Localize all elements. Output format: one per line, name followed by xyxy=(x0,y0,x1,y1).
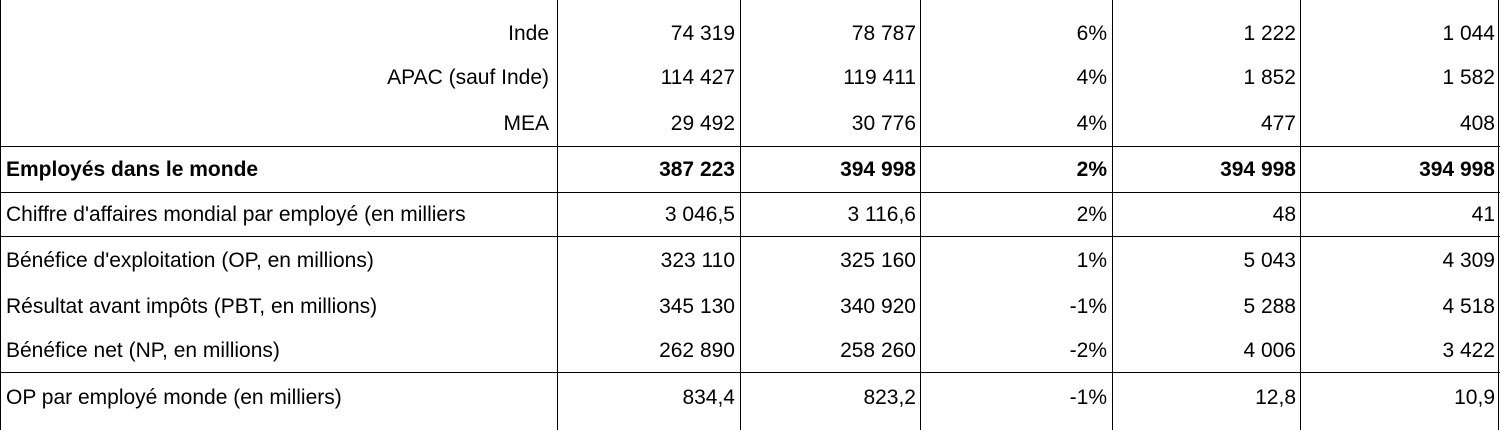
row-label[interactable]: Chiffre d'affaires mondial par employé (… xyxy=(6,202,466,226)
grid-line-vertical xyxy=(557,0,558,430)
table-cell[interactable]: 1 222 xyxy=(1243,21,1296,45)
table-cell[interactable]: 2% xyxy=(1076,202,1107,226)
row-label[interactable]: MEA xyxy=(503,111,549,135)
grid-line-vertical xyxy=(740,0,741,430)
grid-line-horizontal xyxy=(0,146,1500,147)
table-cell[interactable]: 78 787 xyxy=(851,21,916,45)
table-row: Résultat avant impôts (PBT, en millions)… xyxy=(0,284,1500,328)
table-cell[interactable]: 834,4 xyxy=(682,385,735,409)
table-cell[interactable]: 4% xyxy=(1076,111,1107,135)
row-label[interactable]: OP par employé monde (en milliers) xyxy=(6,385,342,409)
table-row: Bénéfice d'exploitation (OP, en millions… xyxy=(0,236,1500,284)
grid-line-vertical xyxy=(1112,0,1113,430)
table-cell[interactable]: 1 044 xyxy=(1442,21,1495,45)
table-row: Inde 74 319 78 787 6% 1 222 1 044 xyxy=(0,12,1500,54)
table-cell[interactable]: 477 xyxy=(1260,111,1296,135)
table-row: APAC (sauf Inde) 114 427 119 411 4% 1 85… xyxy=(0,54,1500,100)
table-cell[interactable]: 29 492 xyxy=(670,111,735,135)
table-cell[interactable]: 2% xyxy=(1076,157,1107,181)
table-cell[interactable]: 262 890 xyxy=(659,338,735,362)
table-cell[interactable]: 30 776 xyxy=(851,111,916,135)
table-cell[interactable]: -1% xyxy=(1069,294,1107,318)
row-label[interactable]: Employés dans le monde xyxy=(6,157,259,181)
table-cell[interactable]: 345 130 xyxy=(659,294,735,318)
table-cell[interactable]: 1% xyxy=(1076,248,1107,272)
grid-line-horizontal xyxy=(0,192,1500,193)
table-row: Bénéfice net (NP, en millions) 262 890 2… xyxy=(0,328,1500,372)
row-label[interactable]: Bénéfice net (NP, en millions) xyxy=(6,338,280,362)
grid-line-vertical xyxy=(920,0,921,430)
table-cell[interactable]: 3 116,6 xyxy=(847,202,916,226)
row-label[interactable]: Résultat avant impôts (PBT, en millions) xyxy=(6,294,378,318)
table-cell[interactable]: 408 xyxy=(1459,111,1495,135)
table-cell[interactable]: 4 518 xyxy=(1442,294,1495,318)
table-cell[interactable]: 258 260 xyxy=(840,338,916,362)
table-cell[interactable]: 4 006 xyxy=(1243,338,1296,362)
table-cell[interactable]: 6% xyxy=(1076,21,1107,45)
table-cell[interactable]: 5 288 xyxy=(1243,294,1296,318)
table-cell[interactable]: 394 998 xyxy=(1419,157,1495,181)
table-cell[interactable]: 823,2 xyxy=(863,385,916,409)
table-cell[interactable]: 325 160 xyxy=(840,248,916,272)
row-label[interactable]: Inde xyxy=(508,21,549,45)
table-cell[interactable]: 5 043 xyxy=(1243,248,1296,272)
table-cell[interactable]: 394 998 xyxy=(840,157,916,181)
table-cell[interactable]: 340 920 xyxy=(840,294,916,318)
row-label[interactable]: Bénéfice d'exploitation (OP, en millions… xyxy=(6,248,374,272)
table-cell[interactable]: 41 xyxy=(1471,202,1495,226)
table-row: MEA 29 492 30 776 4% 477 408 xyxy=(0,100,1500,146)
table-cell[interactable]: 323 110 xyxy=(660,248,735,272)
table-cell[interactable]: 387 223 xyxy=(659,157,735,181)
table-cell[interactable]: 3 046,5 xyxy=(664,202,735,226)
table-cell[interactable]: 119 411 xyxy=(843,65,916,89)
grid-line-vertical xyxy=(0,0,1,430)
table-cell[interactable]: 74 319 xyxy=(670,21,735,45)
table-cell[interactable]: 4% xyxy=(1076,65,1107,89)
grid-line-horizontal xyxy=(0,372,1500,373)
table-cell[interactable]: 114 427 xyxy=(660,65,735,89)
table-row-total: Employés dans le monde 387 223 394 998 2… xyxy=(0,146,1500,192)
table-cell[interactable]: 4 309 xyxy=(1442,248,1495,272)
grid-line-vertical xyxy=(1498,0,1499,430)
table-cell[interactable]: 3 422 xyxy=(1442,338,1495,362)
table-row: Chiffre d'affaires mondial par employé (… xyxy=(0,192,1500,236)
grid-line-horizontal xyxy=(0,236,1500,237)
table-cell[interactable]: 48 xyxy=(1272,202,1296,226)
table-cell[interactable]: -2% xyxy=(1069,338,1107,362)
grid-line-vertical xyxy=(1300,0,1301,430)
table-cell[interactable]: 1 852 xyxy=(1243,65,1296,89)
table-cell[interactable]: -1% xyxy=(1069,385,1107,409)
table-cell[interactable]: 1 582 xyxy=(1442,65,1495,89)
row-label[interactable]: APAC (sauf Inde) xyxy=(387,65,549,89)
table-cell[interactable]: 10,9 xyxy=(1454,385,1495,409)
table-cell[interactable]: 394 998 xyxy=(1220,157,1296,181)
table-row: OP par employé monde (en milliers) 834,4… xyxy=(0,373,1500,421)
table-cell[interactable]: 12,8 xyxy=(1255,385,1296,409)
